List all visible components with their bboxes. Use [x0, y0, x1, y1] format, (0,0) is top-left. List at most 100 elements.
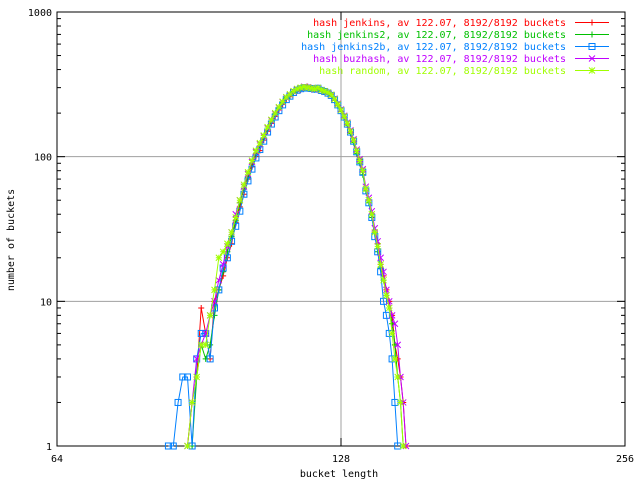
data-point	[297, 84, 305, 91]
legend-label: hash jenkins, av 122.07, 8192/8192 bucke…	[313, 18, 566, 29]
data-point	[382, 311, 390, 319]
data-point	[321, 87, 329, 95]
data-point	[184, 442, 191, 450]
data-point	[206, 355, 214, 363]
data-point	[311, 85, 318, 93]
legend-entry: hash jenkins2b, av 122.07, 8192/8192 buc…	[301, 42, 609, 53]
legend-entry: hash jenkins2, av 122.07, 8192/8192 buck…	[307, 30, 609, 41]
data-point	[197, 341, 205, 349]
data-point	[353, 147, 361, 155]
data-point	[169, 442, 177, 450]
data-point	[385, 304, 393, 312]
data-point	[282, 93, 290, 101]
data-point	[275, 103, 283, 111]
legend-label: hash buzhash, av 122.07, 8192/8192 bucke…	[313, 54, 566, 65]
data-point	[236, 196, 244, 204]
data-point	[347, 127, 354, 135]
legend-label: hash jenkins2b, av 122.07, 8192/8192 buc…	[301, 42, 566, 53]
data-point	[211, 286, 218, 294]
data-point	[324, 89, 332, 96]
data-point	[391, 320, 399, 328]
data-point	[365, 196, 373, 204]
data-point	[362, 185, 370, 193]
data-point	[248, 157, 256, 164]
grid-lines	[57, 12, 625, 446]
legend-label: hash jenkins2, av 122.07, 8192/8192 buck…	[307, 30, 566, 41]
data-point	[368, 207, 376, 215]
data-point	[290, 87, 297, 95]
data-point	[588, 67, 596, 74]
data-point	[202, 341, 210, 349]
data-point	[300, 83, 308, 91]
data-point	[388, 330, 396, 337]
data-point	[174, 398, 182, 406]
data-point	[286, 90, 294, 98]
data-point	[183, 373, 191, 381]
data-point	[271, 109, 279, 117]
data-point	[394, 341, 402, 349]
data-point	[334, 100, 342, 108]
data-point	[588, 55, 596, 62]
data-point	[350, 136, 357, 144]
x-tick-label: 256	[616, 454, 634, 465]
data-point	[359, 167, 367, 175]
legend-label: hash random, av 122.07, 8192/8192 bucket…	[319, 66, 566, 77]
data-point	[337, 106, 345, 114]
data-point	[215, 254, 223, 262]
data-point	[374, 242, 382, 250]
data-point	[244, 168, 252, 176]
data-point	[383, 286, 390, 294]
data-point	[219, 261, 227, 268]
data-point	[268, 116, 275, 124]
series-line	[168, 87, 399, 447]
data-point	[394, 373, 402, 381]
data-point	[377, 261, 384, 268]
data-point	[232, 214, 240, 221]
x-tick-label: 128	[332, 454, 350, 465]
data-point	[589, 19, 595, 26]
data-point	[240, 181, 248, 189]
data-point	[198, 304, 205, 311]
data-point	[589, 31, 595, 38]
data-series	[164, 83, 410, 450]
data-point	[399, 442, 407, 450]
y-axis-label: number of buckets	[6, 189, 17, 291]
axis-ticks: 1 10 100 1000 64 128 256	[28, 8, 634, 465]
x-tick-label: 64	[51, 454, 63, 465]
y-tick-label: 100	[34, 153, 52, 164]
data-point	[252, 147, 260, 155]
data-point	[331, 95, 338, 103]
legend-entry: hash random, av 122.07, 8192/8192 bucket…	[319, 66, 609, 77]
data-point	[374, 237, 382, 245]
data-point	[219, 248, 227, 256]
data-point	[228, 228, 235, 236]
data-point	[279, 98, 286, 106]
data-point	[202, 355, 209, 362]
data-point	[327, 91, 335, 99]
data-point	[356, 157, 364, 164]
data-point	[193, 373, 201, 381]
data-point	[307, 84, 315, 92]
data-point	[224, 240, 231, 248]
data-point	[317, 86, 325, 94]
data-point	[383, 291, 390, 299]
data-point	[371, 228, 379, 236]
data-point	[215, 276, 223, 284]
data-point	[380, 276, 387, 284]
legend-entry: hash jenkins, av 122.07, 8192/8192 bucke…	[313, 18, 609, 29]
data-point	[340, 112, 348, 120]
data-point	[314, 84, 322, 92]
data-point	[256, 139, 264, 147]
data-point	[343, 119, 351, 127]
legend-entry: hash buzhash, av 122.07, 8192/8192 bucke…	[313, 54, 609, 65]
series-3	[164, 84, 402, 450]
y-tick-label: 1	[46, 442, 52, 453]
data-point	[206, 311, 214, 319]
legend: hash jenkins, av 122.07, 8192/8192 bucke…	[301, 18, 609, 77]
data-point	[304, 84, 312, 91]
data-point	[264, 123, 271, 131]
data-point	[588, 43, 596, 50]
series-2	[189, 84, 407, 449]
data-point	[179, 373, 187, 381]
